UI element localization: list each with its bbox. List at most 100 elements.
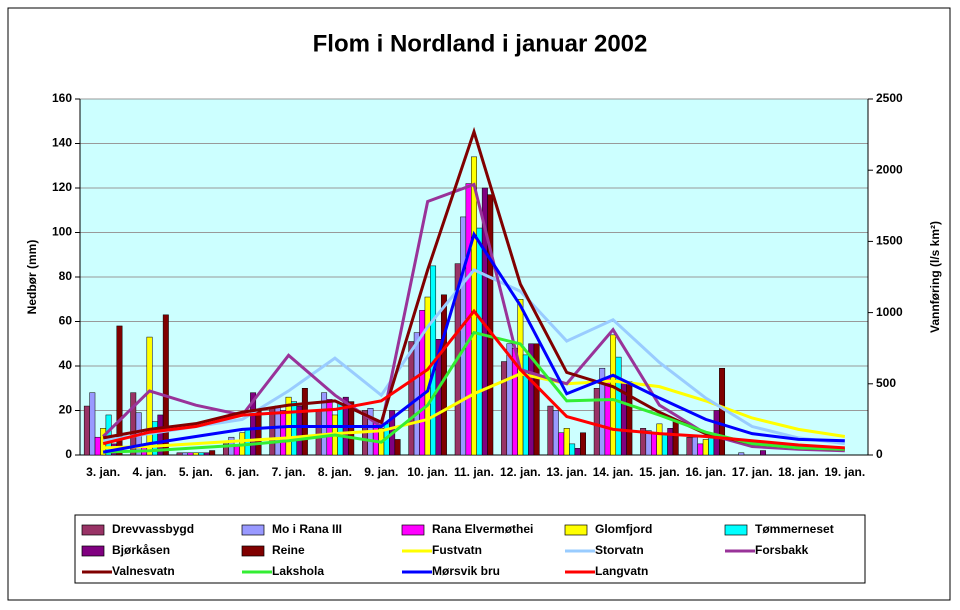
bar <box>192 452 199 456</box>
bar <box>691 436 698 456</box>
bar <box>146 336 153 456</box>
y2-tick-label: 2500 <box>876 91 903 105</box>
bar <box>610 334 617 456</box>
line-series <box>102 230 845 454</box>
bar <box>533 343 540 456</box>
x-tick-label: 12. jan. <box>500 465 541 479</box>
bar <box>672 421 679 456</box>
bar <box>176 452 183 456</box>
bar <box>760 450 766 456</box>
x-tick-label: 6. jan. <box>225 465 260 479</box>
bar <box>394 439 401 456</box>
y-tick-label: 20 <box>59 403 73 417</box>
legend-label: Forsbakk <box>755 543 809 557</box>
bar <box>517 299 524 456</box>
bar <box>656 423 663 456</box>
x-tick-label: 14. jan. <box>592 465 634 479</box>
bar <box>697 443 704 456</box>
bar <box>348 401 355 456</box>
bar <box>269 408 276 456</box>
y-axis-title: Nedbør (mm) <box>25 240 39 315</box>
bar <box>574 448 581 456</box>
y-tick-label: 100 <box>52 225 72 239</box>
legend-label: Mørsvik bru <box>432 564 500 578</box>
y2-tick-label: 1500 <box>876 234 903 248</box>
legend-label: Langvatn <box>595 564 648 578</box>
x-tick-label: 19. jan. <box>824 465 866 479</box>
bar <box>713 410 720 456</box>
y-tick-label: 60 <box>59 314 73 328</box>
y-tick-label: 0 <box>65 447 72 461</box>
legend-label: Bjørkåsen <box>112 543 170 557</box>
legend-label: Reine <box>272 543 305 557</box>
bar <box>187 452 194 456</box>
bar <box>661 432 668 456</box>
bar <box>83 405 90 456</box>
bar <box>116 325 123 456</box>
bar <box>626 381 633 456</box>
legend-marker <box>241 545 265 557</box>
x-tick-label: 9. jan. <box>364 465 399 479</box>
y-tick-label: 120 <box>52 180 72 194</box>
y2-axis-title: Vannføring (l/s km²) <box>928 221 942 333</box>
bar <box>547 405 554 456</box>
bar <box>280 410 287 456</box>
x-tick-label: 7. jan. <box>271 465 306 479</box>
bar <box>424 296 431 456</box>
legend-marker <box>81 524 105 536</box>
bar <box>651 432 657 456</box>
y-tick-label: 40 <box>59 358 73 372</box>
legend-label: Lakshola <box>272 564 324 578</box>
bar <box>291 401 297 456</box>
legend-label: Drevvassbygd <box>112 522 194 536</box>
y2-tick-label: 2000 <box>876 162 903 176</box>
legend-label: Valnesvatn <box>112 564 175 578</box>
x-tick-label: 11. jan. <box>453 465 495 479</box>
legend-label: Fustvatn <box>432 543 482 557</box>
x-tick-label: 3. jan. <box>86 465 121 479</box>
legend-marker <box>724 524 748 536</box>
x-tick-label: 18. jan. <box>778 465 819 479</box>
bar <box>593 388 600 456</box>
y-tick-label: 140 <box>52 136 72 150</box>
bar <box>209 450 216 456</box>
bar <box>702 439 709 456</box>
x-tick-label: 5. jan. <box>178 465 213 479</box>
bar <box>203 452 210 456</box>
x-tick-label: 15. jan. <box>639 465 680 479</box>
bar <box>182 452 188 456</box>
y-tick-label: 160 <box>52 91 72 105</box>
bar <box>501 361 508 456</box>
bar <box>460 216 467 456</box>
bar <box>255 410 262 456</box>
y2-tick-label: 1000 <box>876 305 903 319</box>
bar <box>408 341 415 456</box>
bar <box>296 405 303 456</box>
bar <box>615 356 622 456</box>
legend-marker <box>81 545 105 557</box>
legend-marker <box>401 524 425 536</box>
legend-label: Rana Elvermøthei <box>432 522 533 536</box>
bar <box>558 432 565 456</box>
bar <box>162 314 169 456</box>
bar <box>337 403 344 456</box>
legend-marker <box>564 524 588 536</box>
bar <box>738 452 745 456</box>
bar <box>580 432 586 456</box>
bar <box>233 445 240 456</box>
bar <box>708 436 715 456</box>
bar <box>604 376 611 456</box>
line-series <box>102 268 846 446</box>
x-tick-label: 16. jan. <box>685 465 727 479</box>
bar <box>552 410 559 456</box>
bar <box>413 332 420 456</box>
bar <box>719 367 726 456</box>
legend-marker <box>241 524 265 536</box>
bar <box>198 452 205 456</box>
bar <box>94 436 101 456</box>
x-tick-label: 8. jan. <box>317 465 352 479</box>
legend-label: Mo i Rana III <box>272 522 342 536</box>
line-series <box>102 308 845 450</box>
